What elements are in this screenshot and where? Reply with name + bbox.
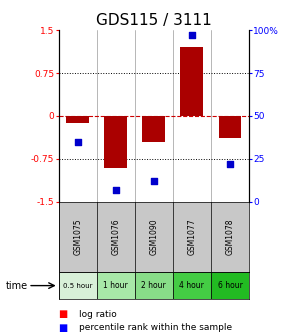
Bar [211, 272, 249, 299]
Text: GSM1075: GSM1075 [73, 218, 82, 255]
Bar [173, 272, 211, 299]
Text: 6 hour: 6 hour [218, 281, 242, 290]
Text: ■: ■ [59, 323, 68, 333]
Bar [59, 272, 97, 299]
Bar [66, 116, 89, 123]
Bar [135, 272, 173, 299]
Bar [142, 116, 165, 142]
Text: 0.5 hour: 0.5 hour [63, 283, 92, 289]
Point [228, 161, 232, 167]
Bar [219, 116, 241, 138]
Text: GSM1090: GSM1090 [149, 218, 158, 255]
Text: log ratio: log ratio [79, 310, 117, 319]
Bar [97, 272, 135, 299]
Text: time: time [6, 281, 28, 291]
Point [190, 33, 194, 38]
Text: GSM1076: GSM1076 [111, 218, 120, 255]
Bar [104, 116, 127, 168]
Text: ■: ■ [59, 309, 68, 319]
Text: GSM1077: GSM1077 [188, 218, 196, 255]
Text: 1 hour: 1 hour [103, 281, 128, 290]
Bar [180, 47, 203, 116]
Text: percentile rank within the sample: percentile rank within the sample [79, 323, 232, 332]
Text: GSM1078: GSM1078 [226, 219, 234, 255]
Text: 4 hour: 4 hour [180, 281, 204, 290]
Title: GDS115 / 3111: GDS115 / 3111 [96, 13, 212, 28]
Text: 2 hour: 2 hour [142, 281, 166, 290]
Point [151, 178, 156, 184]
Point [75, 139, 80, 144]
Point [113, 187, 118, 192]
